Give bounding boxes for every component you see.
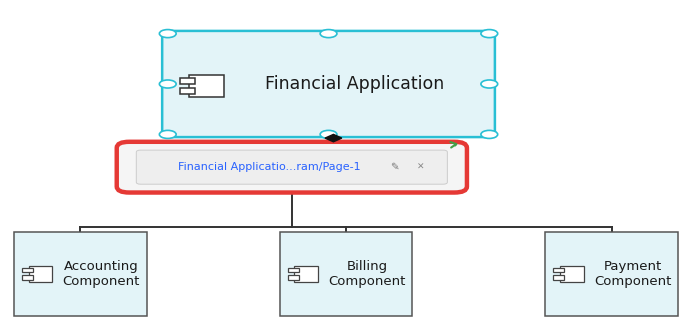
FancyBboxPatch shape [117, 142, 467, 193]
FancyBboxPatch shape [280, 232, 412, 316]
Bar [22, 275, 33, 280]
FancyBboxPatch shape [162, 31, 495, 137]
FancyBboxPatch shape [14, 232, 147, 316]
Bar [294, 266, 318, 282]
Bar [180, 78, 195, 84]
Bar [29, 266, 52, 282]
Text: Accounting
Component: Accounting Component [63, 260, 140, 288]
Polygon shape [325, 134, 342, 142]
Circle shape [159, 130, 176, 138]
Circle shape [159, 80, 176, 88]
Text: ✎: ✎ [390, 162, 398, 172]
Circle shape [159, 30, 176, 38]
FancyBboxPatch shape [545, 232, 678, 316]
Circle shape [481, 80, 498, 88]
Text: Financial Application: Financial Application [265, 75, 444, 93]
Bar [180, 88, 195, 94]
Bar [189, 75, 224, 97]
Text: Financial Applicatio...ram/Page-1: Financial Applicatio...ram/Page-1 [178, 162, 361, 172]
Circle shape [320, 130, 337, 138]
Bar [553, 268, 564, 272]
Bar [560, 266, 584, 282]
Circle shape [481, 130, 498, 138]
FancyBboxPatch shape [136, 150, 447, 184]
Bar [287, 275, 298, 280]
Circle shape [320, 30, 337, 38]
Bar [22, 268, 33, 272]
Text: ✕: ✕ [417, 163, 424, 172]
Text: Billing
Component: Billing Component [329, 260, 405, 288]
Bar [287, 268, 298, 272]
Text: Payment
Component: Payment Component [594, 260, 671, 288]
Bar [553, 275, 564, 280]
Circle shape [481, 30, 498, 38]
